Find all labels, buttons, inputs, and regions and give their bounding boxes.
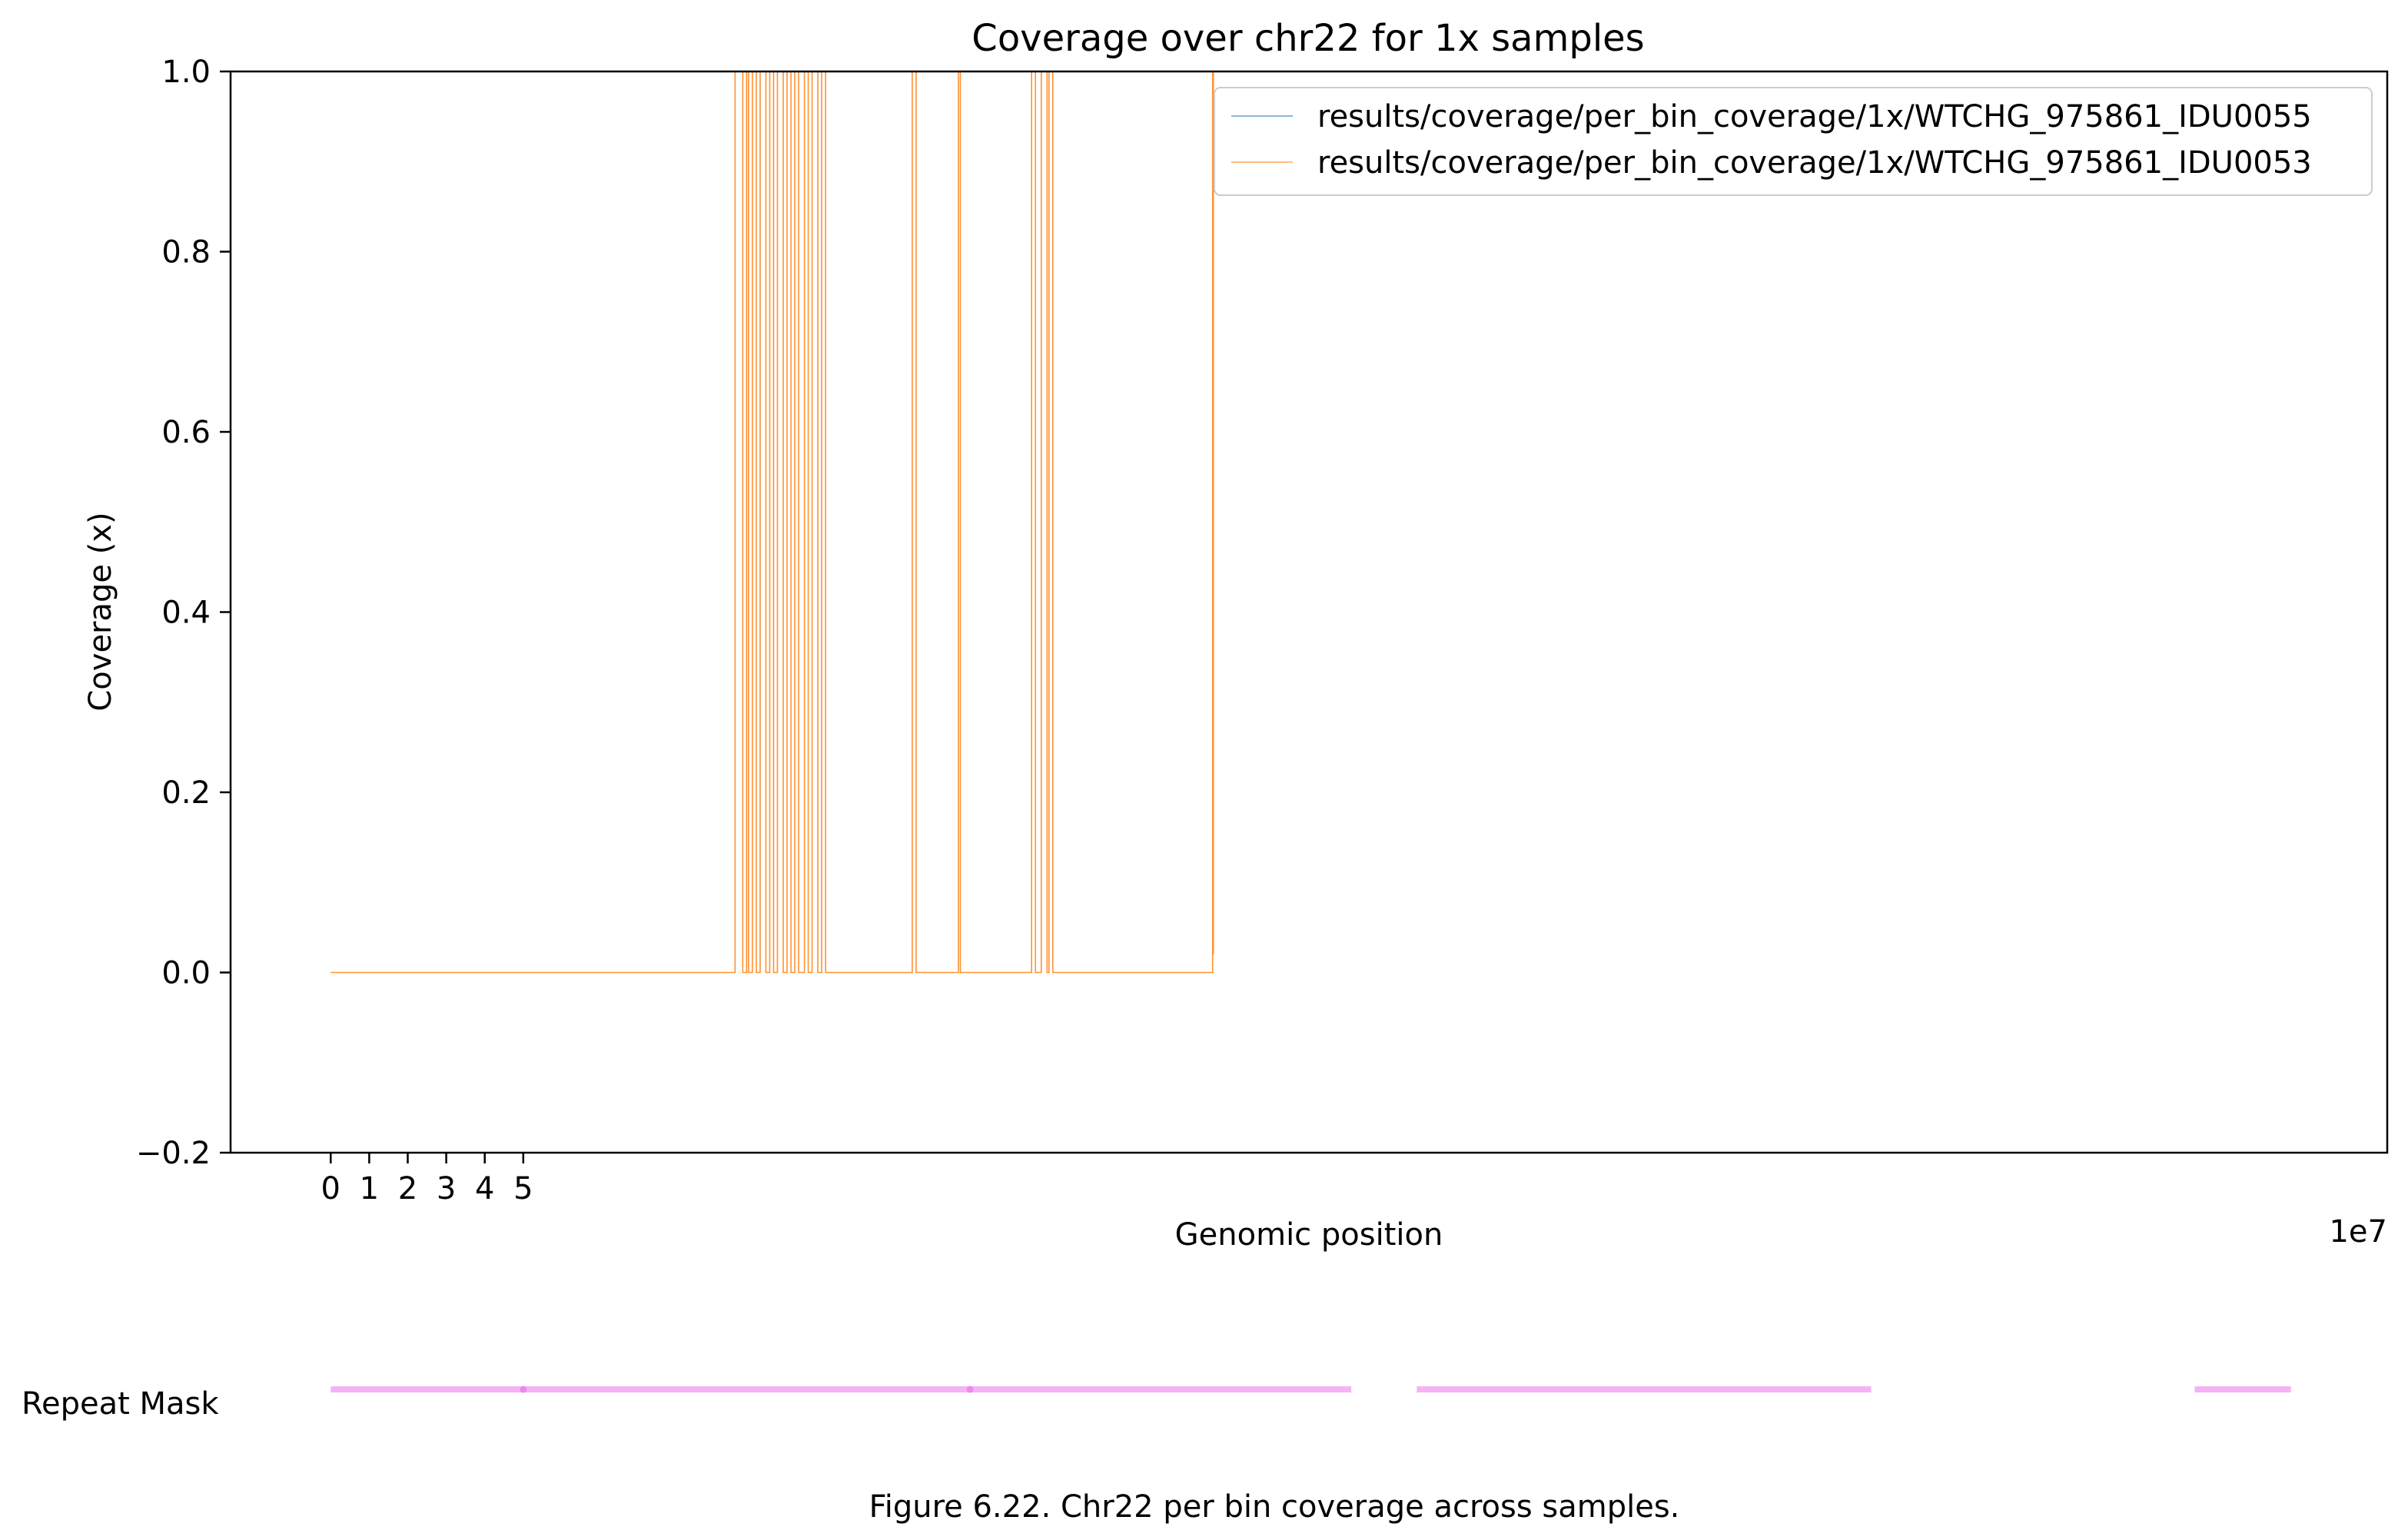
repeat-mask-mark [966, 1386, 974, 1393]
x-axis-label: Genomic position [1175, 1217, 1443, 1253]
legend-label-series-2: results/coverage/per_bin_coverage/1x/WTC… [1317, 145, 2312, 181]
x-tick-label: 5 [513, 1171, 533, 1206]
y-tick-label: 0.8 [161, 235, 211, 270]
x-tick-label: 2 [398, 1171, 417, 1206]
legend: results/coverage/per_bin_coverage/1x/WTC… [1214, 87, 2373, 196]
figure-caption: Figure 6.22. Chr22 per bin coverage acro… [869, 1489, 1680, 1525]
chart-title: Coverage over chr22 for 1x samples [971, 17, 1644, 60]
y-tick-label: 0.6 [161, 415, 211, 450]
y-axis: −0.2 0.0 0.2 0.4 0.6 0.8 1.0 [136, 55, 231, 1171]
repeat-mask-label: Repeat Mask [22, 1386, 219, 1422]
x-tick-label: 4 [475, 1171, 494, 1206]
legend-box [1214, 87, 2373, 196]
y-tick-label: 0.2 [161, 775, 211, 811]
legend-label-series-1: results/coverage/per_bin_coverage/1x/WTC… [1317, 99, 2312, 134]
x-axis-offset-label: 1e7 [2329, 1214, 2387, 1250]
y-tick-label: −0.2 [136, 1136, 211, 1171]
plot-area [330, 71, 1214, 974]
x-tick-label: 3 [437, 1171, 456, 1206]
plot-frame [229, 70, 2389, 1154]
x-tick-label: 1 [360, 1171, 379, 1206]
repeat-mask-mark [520, 1386, 527, 1393]
y-axis-label: Coverage (x) [83, 512, 118, 711]
y-tick-label: 1.0 [161, 55, 211, 90]
repeat-mask-track [330, 1386, 2291, 1393]
y-tick-label: 0.4 [161, 596, 211, 631]
y-tick-label: 0.0 [161, 956, 211, 991]
x-tick-label: 0 [321, 1171, 340, 1206]
series-line-2 [330, 71, 1214, 974]
